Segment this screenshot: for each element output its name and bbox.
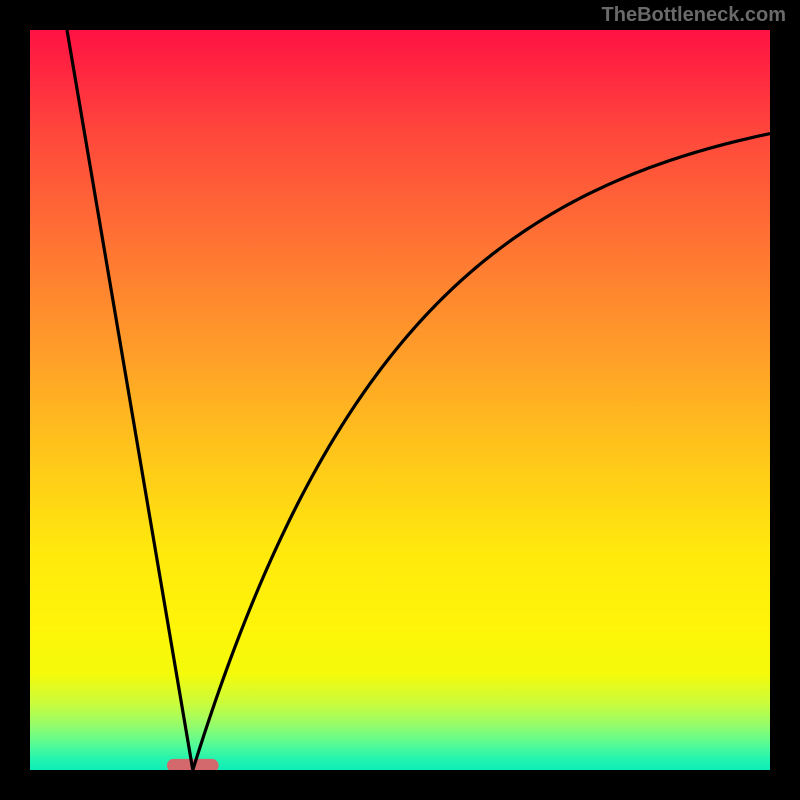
gradient-background [30,30,770,770]
watermark-text: TheBottleneck.com [602,4,786,27]
chart-svg [0,0,800,800]
bottleneck-chart: TheBottleneck.com [0,0,800,800]
